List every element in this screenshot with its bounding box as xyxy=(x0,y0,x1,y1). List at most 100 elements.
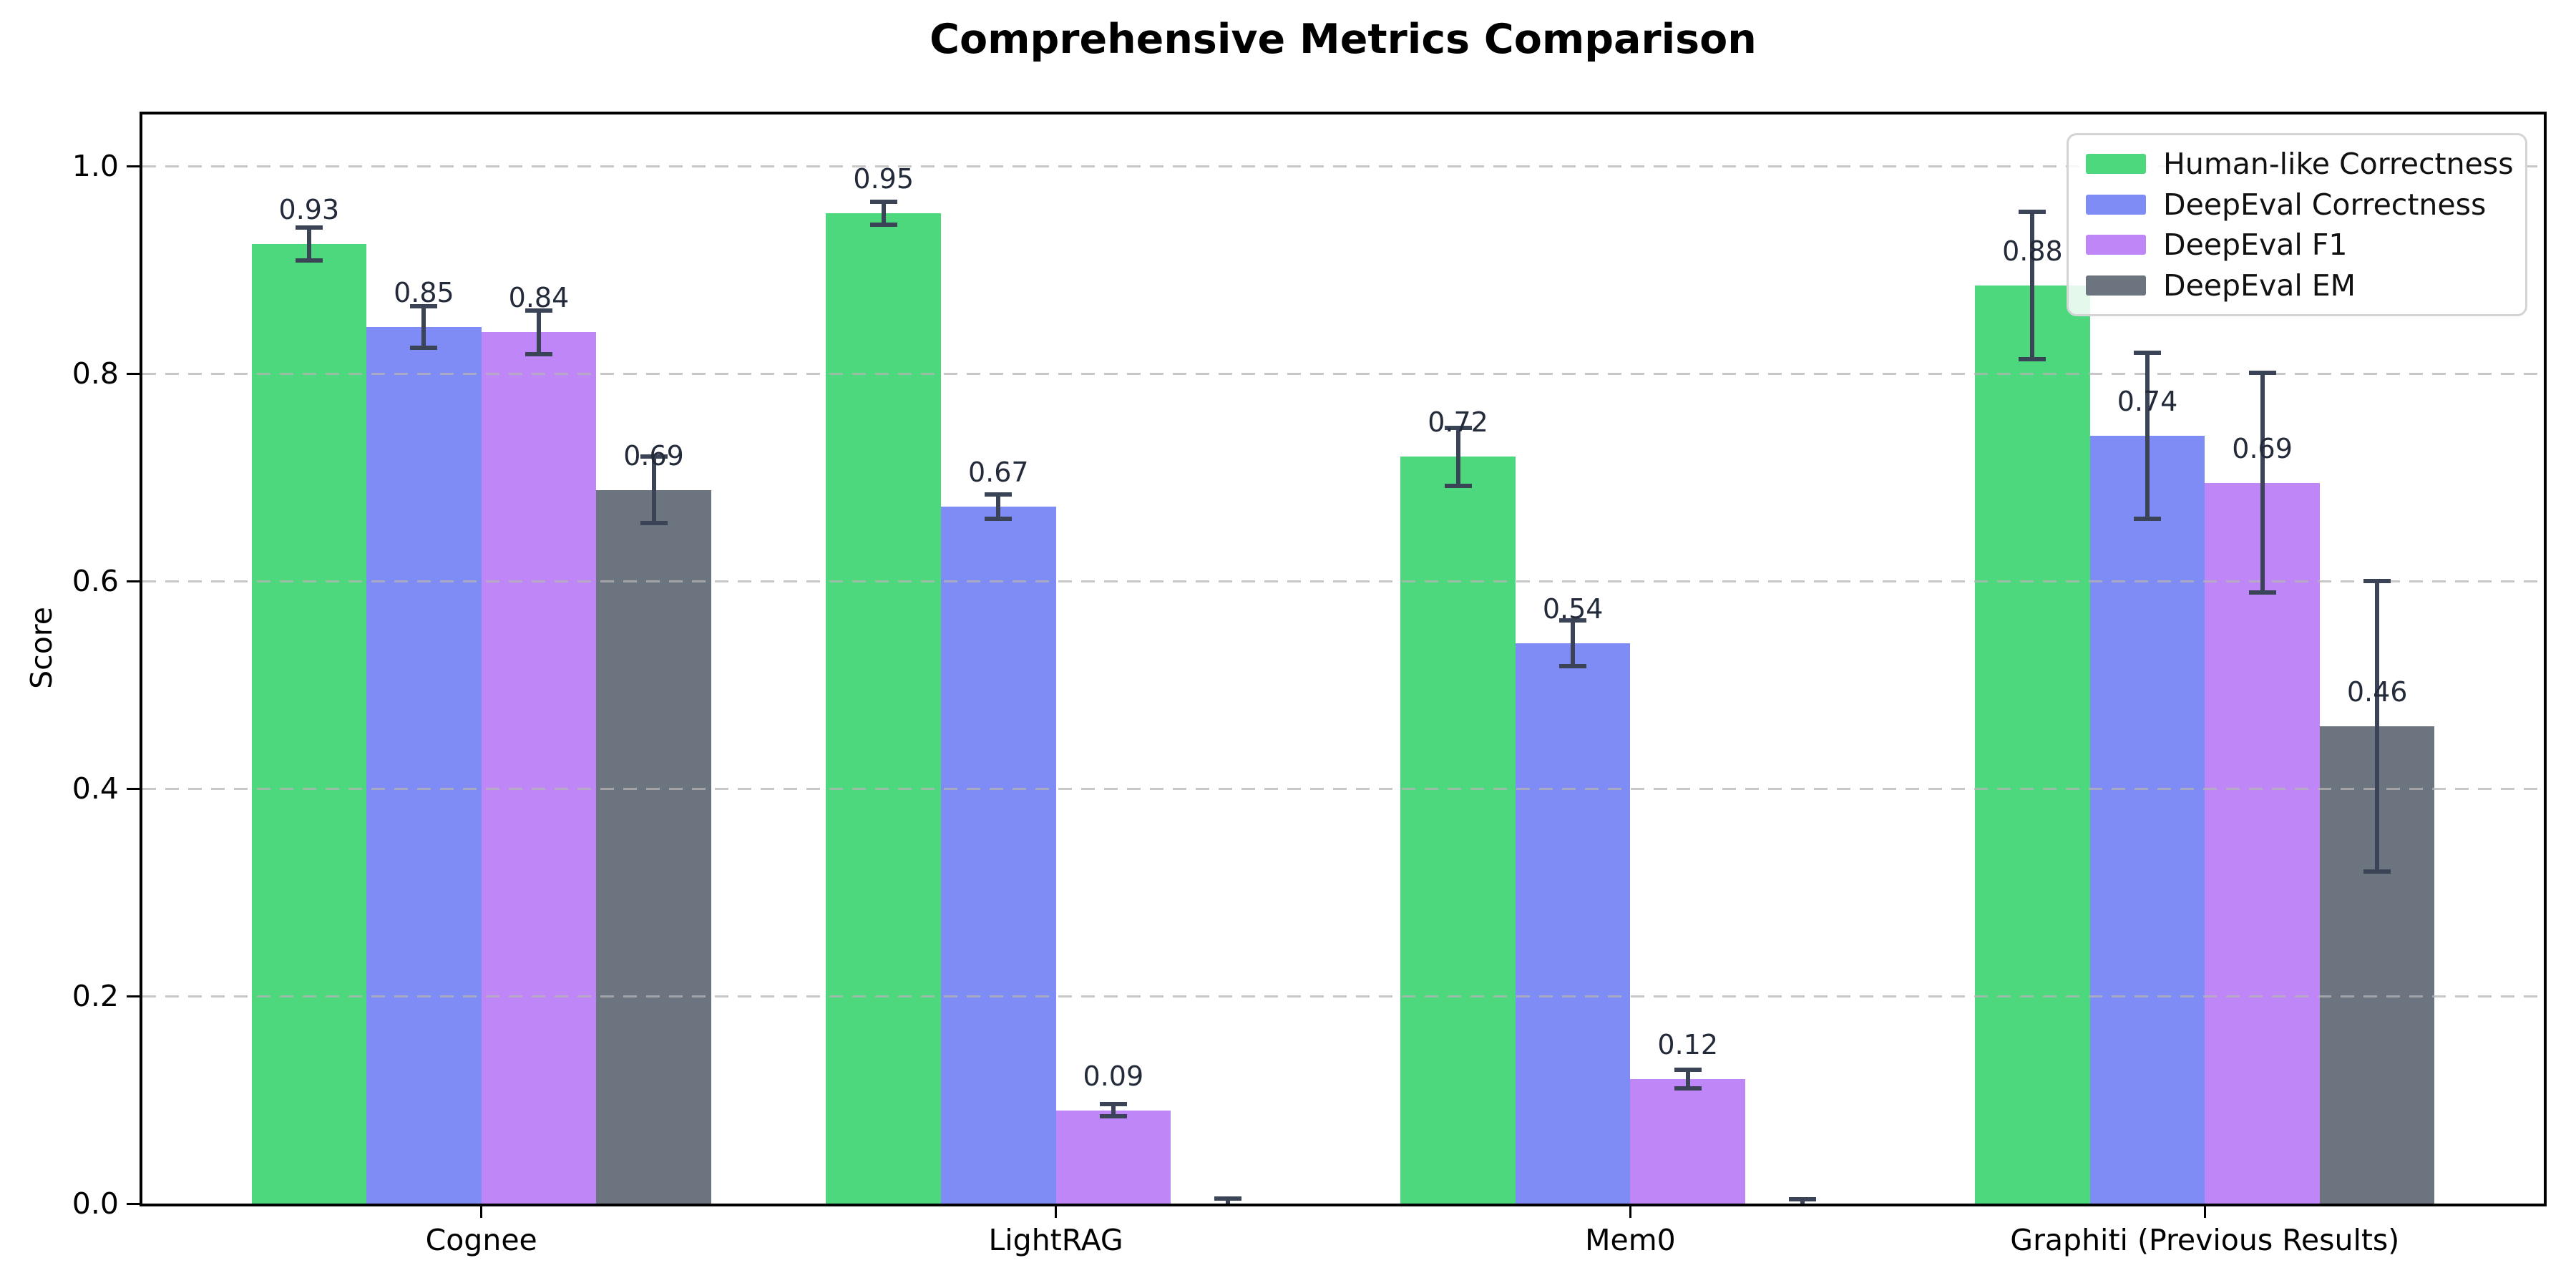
y-tick-label: 0.4 xyxy=(72,771,119,806)
error-bar-cap-top xyxy=(1789,1197,1817,1202)
x-tick-label: Cognee xyxy=(425,1223,537,1257)
chart-title: Comprehensive Metrics Comparison xyxy=(930,16,1757,63)
error-bar-cap-bottom xyxy=(1099,1114,1127,1119)
error-bar-cap-top xyxy=(2248,370,2276,375)
x-axis-tick xyxy=(480,1206,483,1218)
bar xyxy=(481,332,597,1204)
bar xyxy=(1400,457,1516,1204)
x-tick-label: Graphiti (Previous Results) xyxy=(2010,1223,2400,1257)
error-bar-cap-bottom xyxy=(2134,517,2162,522)
y-tick-label: 0.0 xyxy=(72,1186,119,1221)
y-axis-tick xyxy=(127,995,140,997)
error-bar-cap-bottom xyxy=(2248,590,2276,595)
bar xyxy=(1515,643,1631,1204)
value-label: 0.72 xyxy=(1428,406,1488,439)
y-axis-tick xyxy=(127,165,140,167)
value-label: 0.54 xyxy=(1542,593,1604,625)
legend-swatch xyxy=(2086,154,2146,175)
error-bar-cap-top xyxy=(1674,1068,1702,1072)
legend-label: DeepEval EM xyxy=(2163,268,2356,303)
gridline xyxy=(142,372,2544,375)
value-label: 0.67 xyxy=(967,456,1029,488)
gridline xyxy=(142,165,2544,167)
error-bar-cap-bottom xyxy=(1674,1086,1702,1091)
error-bar-cap-top xyxy=(985,492,1013,497)
x-tick-label: LightRAG xyxy=(988,1223,1123,1257)
error-bar xyxy=(996,494,1001,519)
x-axis-tick xyxy=(2203,1206,2206,1218)
value-label: 0.95 xyxy=(853,162,914,195)
bar xyxy=(251,244,367,1204)
error-bar xyxy=(536,310,541,354)
error-bar xyxy=(2260,372,2265,593)
error-bar-cap-top xyxy=(2134,351,2162,356)
legend: Human-like Correctness DeepEval Correctne… xyxy=(2067,133,2527,316)
y-tick-label: 0.8 xyxy=(72,356,119,391)
error-bar xyxy=(1685,1070,1690,1089)
error-bar-cap-top xyxy=(1214,1196,1242,1201)
bar xyxy=(596,489,711,1204)
value-label: 0.69 xyxy=(2232,432,2293,464)
x-tick-label: Mem0 xyxy=(1585,1223,1676,1257)
error-bar xyxy=(1226,1198,1231,1204)
legend-label: Human-like Correctness xyxy=(2163,147,2514,182)
legend-swatch xyxy=(2086,275,2146,296)
error-bar-cap-bottom xyxy=(410,346,438,351)
error-bar xyxy=(651,457,656,524)
y-axis-tick xyxy=(127,580,140,582)
error-bar-cap-bottom xyxy=(2019,357,2046,362)
gridline xyxy=(142,995,2544,997)
error-bar-cap-top xyxy=(525,308,552,313)
error-bar-cap-bottom xyxy=(525,351,552,356)
value-label: 0.88 xyxy=(2002,235,2063,268)
y-axis-tick xyxy=(127,787,140,790)
x-axis-tick xyxy=(1055,1206,1058,1218)
error-bar xyxy=(1455,427,1460,486)
y-tick-label: 0.6 xyxy=(72,564,119,599)
bar xyxy=(940,506,1056,1204)
x-axis-tick xyxy=(1629,1206,1631,1218)
legend-item: Human-like Correctness xyxy=(2086,147,2514,181)
error-bar xyxy=(1571,620,1576,667)
value-label: 0.69 xyxy=(623,439,684,472)
bar xyxy=(1630,1079,1745,1204)
error-bar xyxy=(2375,581,2380,872)
error-bar-cap-top xyxy=(869,199,897,204)
y-axis-tick xyxy=(127,372,140,375)
error-bar-cap-bottom xyxy=(640,521,668,526)
error-bar-cap-top xyxy=(1099,1101,1127,1106)
error-bar-cap-top xyxy=(1444,425,1472,430)
value-label: 0.74 xyxy=(2117,386,2178,418)
error-bar-cap-top xyxy=(640,454,668,459)
gridline xyxy=(142,580,2544,582)
value-label: 0.84 xyxy=(508,282,570,314)
y-tick-label: 0.2 xyxy=(72,979,119,1014)
value-label: 0.12 xyxy=(1657,1029,1719,1061)
legend-item: DeepEval EM xyxy=(2086,268,2508,303)
bar xyxy=(2205,482,2320,1204)
bar xyxy=(366,327,482,1204)
value-label: 0.46 xyxy=(2346,676,2408,708)
error-bar-cap-bottom xyxy=(869,222,897,227)
legend-swatch xyxy=(2086,194,2146,215)
error-bar xyxy=(421,306,426,348)
error-bar-cap-top xyxy=(410,304,438,309)
legend-item: DeepEval F1 xyxy=(2086,228,2508,262)
legend-item: DeepEval Correctness xyxy=(2086,187,2508,222)
legend-label: DeepEval F1 xyxy=(2163,228,2348,263)
value-label: 0.85 xyxy=(394,277,454,309)
error-bar-cap-top xyxy=(2363,579,2391,584)
error-bar-cap-top xyxy=(2019,210,2046,215)
value-label: 0.93 xyxy=(278,194,340,226)
value-label: 0.09 xyxy=(1083,1060,1144,1092)
bar xyxy=(2089,436,2205,1204)
error-bar xyxy=(881,201,886,225)
error-bar-cap-bottom xyxy=(2363,869,2391,874)
error-bar xyxy=(306,227,311,261)
error-bar-cap-top xyxy=(1559,618,1587,623)
legend-label: DeepEval Correctness xyxy=(2163,187,2487,222)
bar xyxy=(1975,286,2090,1204)
error-bar-cap-bottom xyxy=(295,258,323,263)
bar xyxy=(826,213,941,1204)
